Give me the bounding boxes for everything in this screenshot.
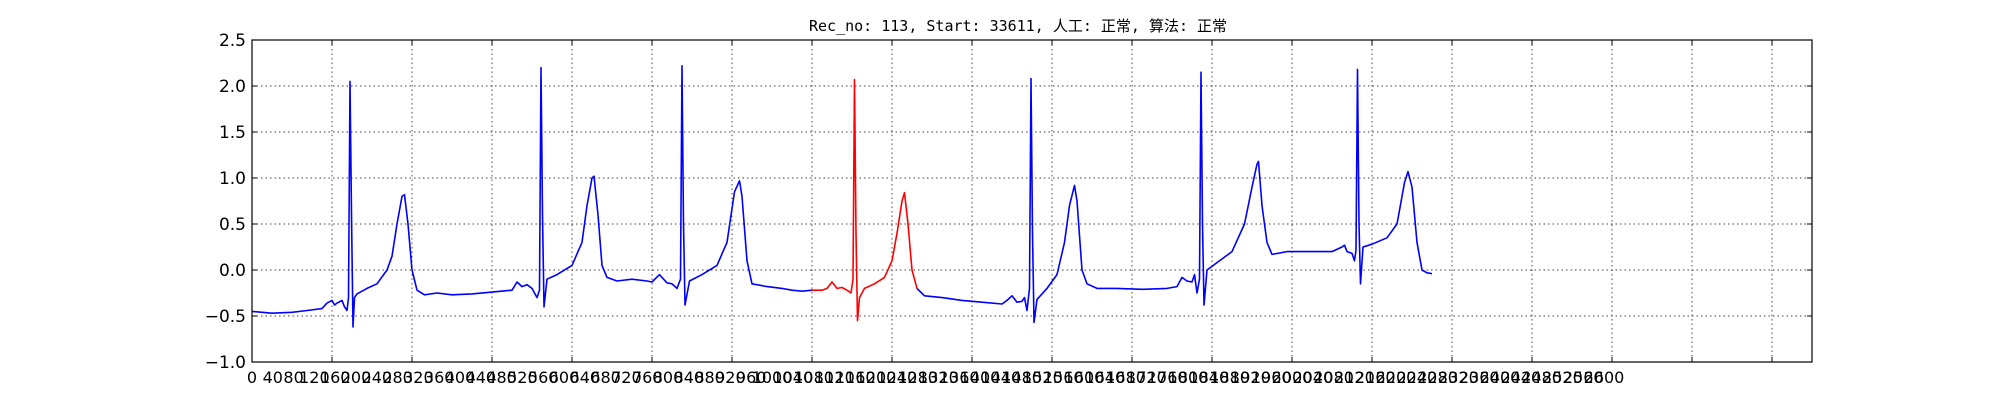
x-tick-label: 1760 — [1147, 368, 1188, 387]
x-tick-label: 2480 — [1521, 368, 1562, 387]
x-tick-label: 0 — [247, 368, 257, 387]
y-tick-label: −1.0 — [205, 353, 246, 373]
x-tick-label: 2000 — [1272, 368, 1313, 387]
x-tick-label: 560 — [528, 368, 559, 387]
x-tick-label: 2400 — [1480, 368, 1521, 387]
x-tick-label: 400 — [445, 368, 476, 387]
series-group — [251, 65, 1433, 328]
x-tick-label: 840 — [674, 368, 705, 387]
y-tick-label: 0.5 — [219, 215, 246, 235]
x-tick-label: 280 — [382, 368, 413, 387]
y-tick-label: 2.5 — [219, 31, 246, 51]
x-tick-label: 1120 — [814, 368, 855, 387]
x-tick-label: 2240 — [1396, 368, 1437, 387]
y-tick-label: 0.0 — [219, 261, 246, 281]
x-tick-label: 1040 — [772, 368, 813, 387]
x-tick-label: 1000 — [752, 368, 793, 387]
x-tick-label: 1920 — [1230, 368, 1271, 387]
x-tick-label: 1600 — [1064, 368, 1105, 387]
x-tick-label: 1840 — [1188, 368, 1229, 387]
x-tick-label: 2440 — [1500, 368, 1541, 387]
x-tick-label: 2040 — [1292, 368, 1333, 387]
x-tick-label: 1720 — [1126, 368, 1167, 387]
x-tick-label: 520 — [507, 368, 538, 387]
x-tick-label: 2560 — [1563, 368, 1604, 387]
x-tick-label: 1440 — [980, 368, 1021, 387]
x-tick-label: 120 — [299, 368, 330, 387]
x-tick-label: 2360 — [1459, 368, 1500, 387]
y-tick-label: 2.0 — [219, 77, 246, 97]
x-tick-label: 1680 — [1105, 368, 1146, 387]
series-line-1 — [812, 78, 918, 322]
x-tick-label: 1240 — [876, 368, 917, 387]
x-tick-label: 2520 — [1542, 368, 1583, 387]
x-tick-label: 680 — [590, 368, 621, 387]
y-tick-label: 1.0 — [219, 169, 246, 189]
plot-frame — [251, 39, 1813, 363]
x-tick-label: 200 — [341, 368, 372, 387]
x-tick-label: 160 — [320, 368, 351, 387]
chart-title: Rec_no: 113, Start: 33611, 人工: 正常, 算法: 正… — [808, 17, 1228, 35]
x-tick-label: 800 — [653, 368, 684, 387]
x-tick-label: 2080 — [1313, 368, 1354, 387]
x-tick-label: 1520 — [1022, 368, 1063, 387]
x-tick-label: 1080 — [793, 368, 834, 387]
x-tick-label: 1400 — [960, 368, 1001, 387]
x-tick-label: 960 — [736, 368, 767, 387]
x-tick-label: 440 — [466, 368, 497, 387]
y-tick-label: 1.5 — [219, 123, 246, 143]
x-tick-label: 40 — [263, 368, 283, 387]
x-tick-label: 480 — [486, 368, 517, 387]
x-tick-label: 2160 — [1355, 368, 1396, 387]
x-axis-ticks: 0 40 8012016020024028032036040044048052056… — [247, 40, 1773, 387]
series-line-2 — [916, 68, 1433, 324]
x-tick-label: 1800 — [1168, 368, 1209, 387]
x-tick-label: 720 — [611, 368, 642, 387]
x-tick-label: 920 — [715, 368, 746, 387]
x-tick-label: 600 — [549, 368, 580, 387]
x-tick-label: 1640 — [1084, 368, 1125, 387]
x-tick-label: 1160 — [835, 368, 876, 387]
series-line-0 — [251, 65, 813, 328]
x-tick-label: 1560 — [1043, 368, 1084, 387]
y-tick-label: −0.5 — [205, 307, 246, 327]
x-tick-label: 1280 — [897, 368, 938, 387]
x-tick-label: 1480 — [1001, 368, 1042, 387]
x-tick-label: 360 — [424, 368, 455, 387]
x-tick-label: 1320 — [918, 368, 959, 387]
x-tick-label: 640 — [570, 368, 601, 387]
x-tick-label: 320 — [403, 368, 434, 387]
x-tick-label: 240 — [362, 368, 393, 387]
x-tick-label: 880 — [694, 368, 725, 387]
x-tick-label: 2200 — [1376, 368, 1417, 387]
x-tick-label: 1200 — [856, 368, 897, 387]
x-tick-label: 2600 — [1584, 368, 1625, 387]
x-tick-label: 2280 — [1417, 368, 1458, 387]
y-axis-ticks: −1.0 −0.5 0.0 0.5 1.0 1.5 2.0 2.5 — [205, 31, 1812, 373]
x-tick-label: 1960 — [1251, 368, 1292, 387]
x-tick-label: 1360 — [939, 368, 980, 387]
x-tick-label: 80 — [283, 368, 303, 387]
x-tick-label: 760 — [632, 368, 663, 387]
x-tick-label: 2320 — [1438, 368, 1479, 387]
x-tick-label: 1880 — [1209, 368, 1250, 387]
x-tick-label: 2120 — [1334, 368, 1375, 387]
